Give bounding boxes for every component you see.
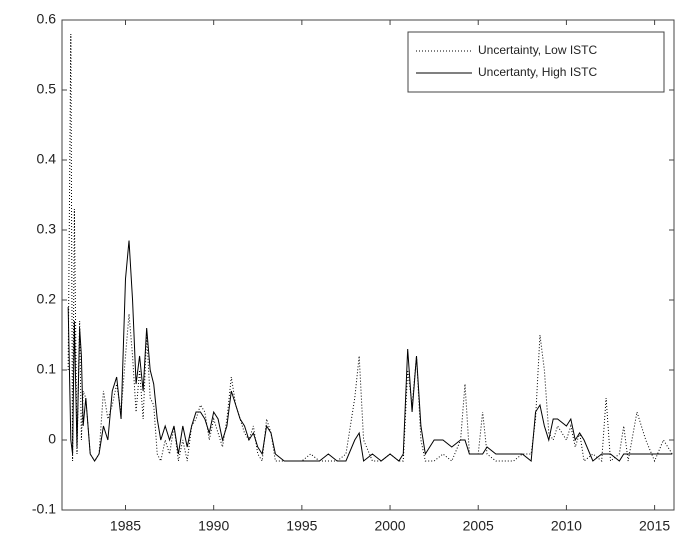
series-line (67, 33, 673, 463)
y-tick-label: 0.6 (37, 11, 57, 27)
x-tick-label: 1990 (198, 518, 229, 534)
y-tick-label: 0.1 (37, 361, 57, 377)
y-tick-label: -0.1 (32, 501, 56, 517)
legend-box (407, 31, 665, 93)
x-tick-label: 1985 (110, 518, 141, 534)
y-tick-label: 0.3 (37, 221, 57, 237)
plot-frame (61, 19, 675, 511)
y-tick-label: 0.5 (37, 81, 57, 97)
x-tick-label: 1995 (286, 518, 317, 534)
x-tick-label: 2010 (551, 518, 582, 534)
series-line (67, 240, 673, 462)
legend-label: Uncertainty, Low ISTC (478, 43, 597, 57)
x-tick-label: 2000 (374, 518, 405, 534)
x-tick-label: 2015 (639, 518, 670, 534)
x-tick-label: 2005 (463, 518, 494, 534)
y-tick-label: 0 (48, 431, 56, 447)
legend-label: Uncertanty, High ISTC (478, 65, 597, 79)
y-tick-label: 0.2 (37, 291, 57, 307)
legend: Uncertainty, Low ISTC Uncertanty, High IS… (407, 31, 665, 93)
y-tick-label: 0.4 (37, 151, 57, 167)
